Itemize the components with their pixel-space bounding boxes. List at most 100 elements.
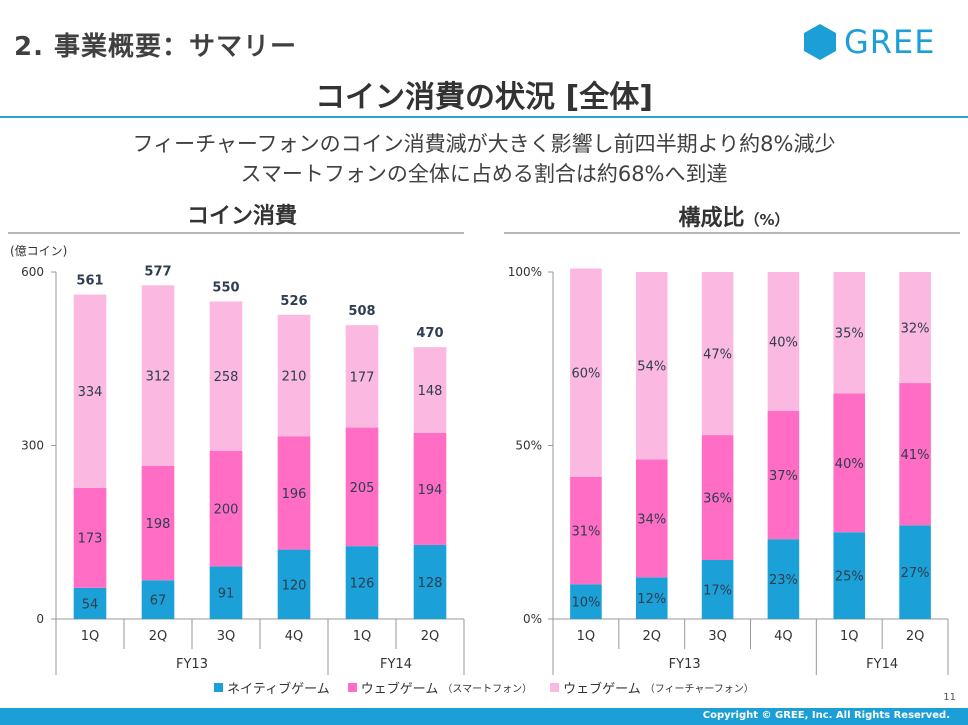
coin-bar-web-smartphone: [209, 450, 243, 567]
coin-total-label: 561: [76, 274, 103, 289]
coin-ytick-label: 0: [36, 612, 44, 626]
legend-swatch-web-featurephone: [550, 683, 560, 692]
legend-sub-web-featurephone: （フィーチャーフォン）: [644, 684, 754, 695]
coin-total-label: 526: [280, 294, 307, 309]
ratio-category-label: 2Q: [642, 629, 661, 644]
coin-data-label-web-smartphone: 173: [78, 532, 103, 547]
ratio-data-label-web-smartphone: 36%: [703, 492, 732, 507]
coin-data-label-web-featurephone: 334: [78, 385, 103, 400]
ratio-bar-web-featurephone: [570, 268, 602, 477]
coin-bar-native: [141, 580, 175, 619]
ratio-data-label-web-smartphone: 41%: [901, 448, 930, 463]
coin-total-label: 550: [212, 280, 239, 295]
coin-bar-web-smartphone: [413, 432, 447, 545]
coin-data-label-native: 128: [418, 576, 443, 591]
ratio-data-label-native: 27%: [901, 566, 930, 581]
ratio-group-label: FY14: [866, 657, 898, 672]
coin-bar-web-featurephone: [209, 301, 243, 451]
ratio-ytick-label: 0%: [523, 612, 542, 626]
right-chart-title-text: 構成比: [678, 206, 745, 231]
coin-bar-web-featurephone: [141, 285, 175, 466]
ratio-bar-native: [833, 532, 866, 619]
coin-bar-native: [209, 566, 243, 619]
ratio-category-label: 1Q: [577, 629, 596, 644]
coin-bar-native: [277, 549, 311, 619]
coin-total-label: 508: [348, 304, 375, 319]
coin-bar-native: [345, 546, 379, 619]
coin-data-label-native: 91: [218, 587, 235, 602]
coin-bar-native: [413, 544, 447, 619]
right-chart-title: 構成比（%）: [500, 200, 968, 232]
coin-data-label-web-smartphone: 196: [282, 487, 307, 502]
ratio-data-label-web-smartphone: 40%: [835, 457, 864, 472]
ratio-group-label: FY13: [669, 657, 701, 672]
ratio-bar-web-smartphone: [570, 476, 602, 585]
coin-category-label: 4Q: [285, 629, 304, 644]
ratio-data-label-native: 17%: [703, 584, 732, 599]
footer-bar: Copyright © GREE, Inc. All Rights Reserv…: [0, 708, 968, 725]
section-title: 2. 事業概要：サマリー: [14, 32, 298, 62]
ratio-bar-web-smartphone: [701, 435, 734, 561]
coin-data-label-native: 126: [350, 577, 375, 592]
page-number: 11: [943, 692, 956, 703]
coin-bar-web-smartphone: [277, 436, 311, 550]
legend-swatch-native: [214, 683, 224, 692]
ratio-bar-web-featurephone: [635, 272, 668, 460]
coin-total-label: 470: [416, 326, 443, 341]
right-chart-title-suffix: （%）: [744, 211, 790, 229]
hexagon-icon: [804, 24, 836, 60]
ratio-data-label-web-smartphone: 34%: [637, 512, 666, 527]
coin-bar-web-featurephone: [413, 347, 447, 433]
coin-bar-web-featurephone: [345, 325, 379, 428]
ratio-ytick-label: 100%: [508, 265, 542, 279]
ratio-data-label-web-smartphone: 31%: [571, 525, 600, 540]
coin-data-label-web-featurephone: 148: [418, 384, 443, 399]
coin-data-label-web-featurephone: 312: [146, 370, 171, 385]
coin-data-label-web-featurephone: 177: [350, 370, 375, 385]
ratio-data-label-web-featurephone: 35%: [835, 327, 864, 342]
left-title-underline: [8, 232, 464, 234]
coin-bar-native: [73, 587, 107, 619]
legend-label-native: ネイティブゲーム: [227, 682, 330, 697]
ratio-bar-native: [899, 525, 931, 619]
coin-data-label-web-smartphone: 200: [214, 503, 239, 518]
ratio-category-label: 1Q: [840, 629, 859, 644]
ratio-bar-native: [701, 560, 734, 619]
coin-bar-web-smartphone: [345, 427, 379, 547]
coin-bar-web-smartphone: [73, 487, 107, 588]
coin-data-label-native: 54: [82, 597, 99, 612]
ratio-bar-web-featurephone: [833, 272, 866, 394]
ratio-bar-native: [635, 577, 668, 619]
ratio-bar-web-smartphone: [899, 383, 931, 526]
ratio-category-label: 3Q: [708, 629, 727, 644]
title-divider: [0, 116, 968, 118]
ratio-bar-native: [570, 584, 602, 619]
coin-group-label: FY13: [176, 657, 208, 672]
coin-category-label: 1Q: [81, 629, 100, 644]
coin-data-label-native: 67: [150, 594, 167, 609]
coin-bar-web-featurephone: [277, 314, 311, 437]
ratio-data-label-native: 12%: [637, 592, 666, 607]
legend-sub-web-smartphone: （スマートフォン）: [442, 684, 533, 695]
copyright: Copyright © GREE, Inc. All Rights Reserv…: [702, 710, 950, 721]
logo-text: GREE: [844, 23, 936, 61]
ratio-data-label-native: 23%: [769, 573, 798, 588]
ratio-bar-web-featurephone: [767, 272, 800, 411]
ratio-bar-web-smartphone: [833, 393, 866, 533]
coin-bar-web-smartphone: [141, 465, 175, 581]
ratio-bar-native: [767, 539, 800, 619]
legend-item-web-featurephone: ウェブゲーム （フィーチャーフォン）: [550, 678, 754, 697]
summary-line-1: フィーチャーフォンのコイン消費減が大きく影響し前四半期より約8%減少: [132, 132, 836, 156]
ratio-data-label-web-featurephone: 32%: [901, 322, 930, 337]
coin-category-label: 1Q: [353, 629, 372, 644]
gree-logo: GREE: [802, 22, 935, 62]
left-chart-title: コイン消費: [186, 204, 297, 229]
legend-label-web-featurephone: ウェブゲーム: [563, 682, 641, 697]
ratio-data-label-web-smartphone: 37%: [769, 469, 798, 484]
coin-category-label: 2Q: [421, 629, 440, 644]
summary-line-2: スマートフォンの全体に占める割合は約68%へ到達: [240, 162, 728, 186]
coin-data-label-web-smartphone: 194: [418, 483, 443, 498]
legend-item-web-smartphone: ウェブゲーム （スマートフォン）: [347, 678, 533, 697]
coin-data-label-web-featurephone: 210: [282, 370, 307, 385]
right-title-underline: [504, 232, 960, 234]
